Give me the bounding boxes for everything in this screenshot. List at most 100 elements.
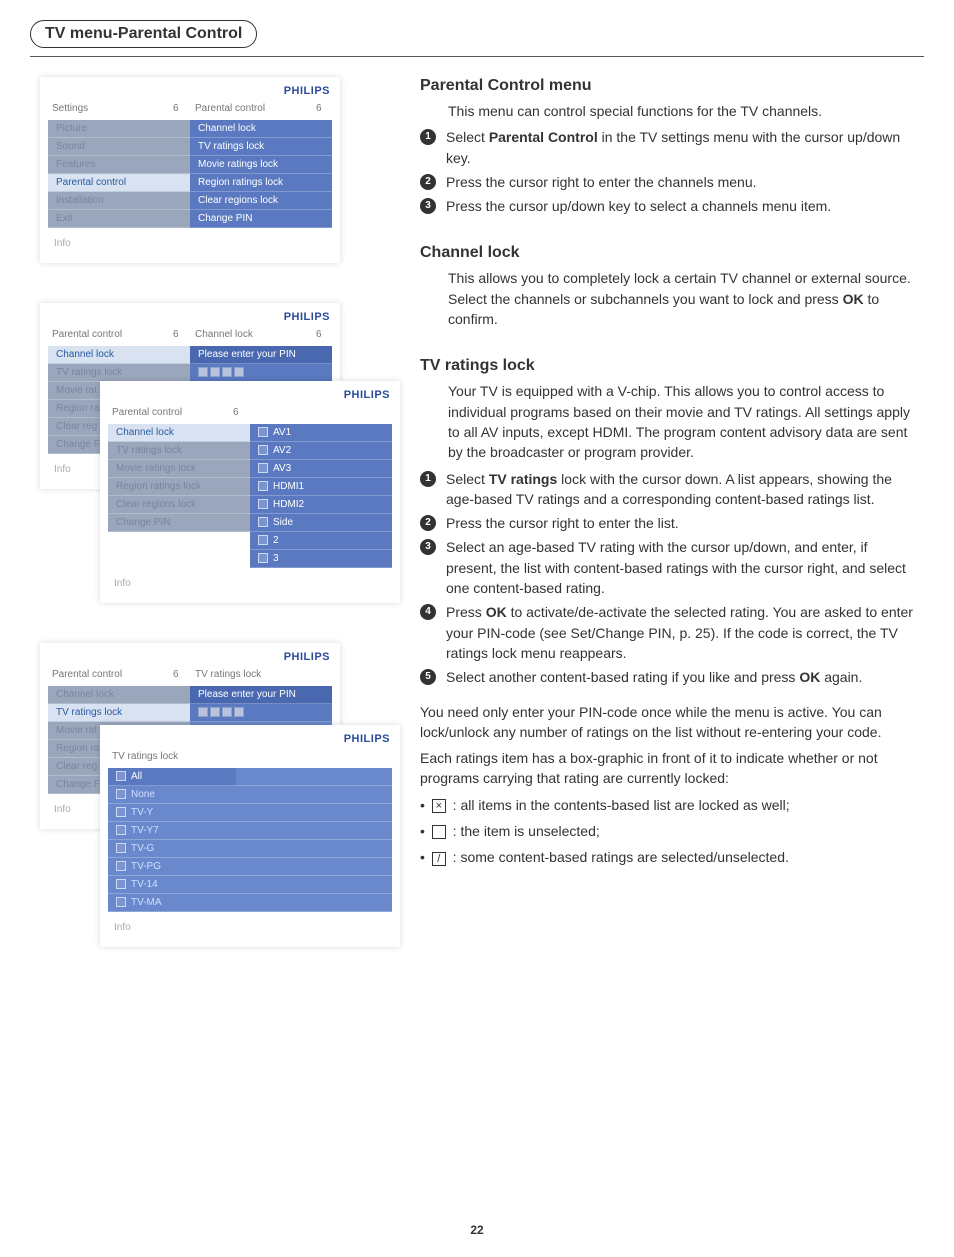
rating-item[interactable]: None [108, 786, 236, 804]
step-text: Select another content-based rating if y… [446, 667, 914, 687]
section-title: Parental Control menu [420, 77, 914, 95]
step-item: 4 Press OK to activate/de-activate the se… [420, 602, 914, 663]
info-label: Info [108, 912, 392, 933]
section-title: TV ratings lock [420, 357, 914, 375]
step-item: 1 Select Parental Control in the TV setti… [420, 127, 914, 168]
menu-item[interactable]: Channel lock [190, 120, 332, 138]
menu-item[interactable]: Side [250, 514, 392, 532]
step-item: 3 Select an age-based TV rating with the … [420, 537, 914, 598]
brand-logo: PHILIPS [48, 85, 332, 101]
step-item: 2 Press the cursor right to enter the lis… [420, 513, 914, 533]
step-number-icon: 4 [420, 604, 436, 620]
menu-item[interactable]: Picture [48, 120, 190, 138]
breadcrumb: Parental control6 Channel lock6 [48, 327, 332, 346]
step-item: 1 Select TV ratings lock with the cursor … [420, 469, 914, 510]
step-text: Select an age-based TV rating with the c… [446, 537, 914, 598]
rating-item[interactable]: TV-G [108, 840, 236, 858]
menu-item[interactable]: Movie ratings lock [190, 156, 332, 174]
section-title: Channel lock [420, 244, 914, 262]
breadcrumb: TV ratings lock [108, 749, 392, 768]
paragraph: Each ratings item has a box-graphic in f… [420, 748, 914, 789]
menu-item[interactable]: Sound [48, 138, 190, 156]
right-column: Parental Control menu This menu can cont… [420, 77, 924, 963]
checkbox-state-icon: × [432, 799, 446, 813]
section-body: This allows you to completely lock a cer… [448, 268, 914, 329]
menu-item[interactable]: Installation [48, 192, 190, 210]
step-number-icon: 5 [420, 669, 436, 685]
legend-item: • / : some content-based ratings are sel… [420, 847, 914, 867]
rating-item[interactable]: TV-14 [108, 876, 236, 894]
breadcrumb: Parental control6 TV ratings lock [48, 667, 332, 686]
step-text: Press the cursor right to enter the chan… [446, 172, 914, 192]
step-number-icon: 3 [420, 539, 436, 555]
menu-item[interactable]: 3 [250, 550, 392, 568]
menu-item[interactable]: Channel lock [108, 424, 250, 442]
step-item: 5 Select another content-based rating if … [420, 667, 914, 687]
checkbox-state-icon [432, 825, 446, 839]
menu-item[interactable]: TV ratings lock [190, 138, 332, 156]
pin-prompt: Please enter your PIN [190, 686, 332, 704]
step-item: 2 Press the cursor right to enter the cha… [420, 172, 914, 192]
step-number-icon: 1 [420, 471, 436, 487]
page-title: TV menu-Parental Control [30, 20, 257, 48]
menu-item[interactable]: AV3 [250, 460, 392, 478]
menu-item[interactable]: Region ratings lock [190, 174, 332, 192]
brand-logo: PHILIPS [108, 389, 392, 405]
menu-item[interactable]: TV ratings lock [48, 364, 190, 382]
rating-item[interactable]: All [108, 768, 236, 786]
steps-list: 1 Select TV ratings lock with the cursor … [420, 469, 914, 688]
step-text: Select TV ratings lock with the cursor d… [446, 469, 914, 510]
rating-item[interactable]: TV-Y7 [108, 822, 236, 840]
rating-item[interactable]: TV-MA [108, 894, 236, 912]
breadcrumb: Settings6 Parental control6 [48, 101, 332, 120]
menu-item[interactable]: HDMI1 [250, 478, 392, 496]
step-number-icon: 3 [420, 198, 436, 214]
brand-logo: PHILIPS [108, 733, 392, 749]
menu-item[interactable]: Channel lock [48, 346, 190, 364]
step-text: Press OK to activate/de-activate the sel… [446, 602, 914, 663]
menu-item[interactable]: Clear regions lock [108, 496, 250, 514]
step-item: 3Press the cursor up/down key to select … [420, 196, 914, 216]
legend-item: • : the item is unselected; [420, 821, 914, 841]
checkbox-state-icon: / [432, 852, 446, 866]
menu-item[interactable]: AV1 [250, 424, 392, 442]
info-label: Info [48, 228, 332, 249]
menu-item[interactable]: Parental control [48, 174, 190, 192]
brand-logo: PHILIPS [48, 651, 332, 667]
left-column: PHILIPS Settings6 Parental control6 Pict… [30, 77, 390, 963]
legend-item: • × : all items in the contents-based li… [420, 795, 914, 815]
step-number-icon: 2 [420, 174, 436, 190]
step-text: Press the cursor right to enter the list… [446, 513, 914, 533]
steps-list: 1 Select Parental Control in the TV setti… [420, 127, 914, 216]
panel-tvratings-b: PHILIPS TV ratings lock AllNoneTV-YTV-Y7… [100, 725, 400, 947]
menu-item[interactable]: TV ratings lock [48, 704, 190, 722]
pin-entry[interactable] [190, 704, 332, 722]
menu-item[interactable]: Clear regions lock [190, 192, 332, 210]
paragraph: You need only enter your PIN-code once w… [420, 702, 914, 743]
menu-item[interactable]: Change PIN [190, 210, 332, 228]
legend-list: • × : all items in the contents-based li… [420, 795, 914, 868]
menu-item[interactable]: Change PIN [108, 514, 250, 532]
info-label: Info [108, 568, 392, 589]
brand-logo: PHILIPS [48, 311, 332, 327]
pin-prompt: Please enter your PIN [190, 346, 332, 364]
rating-item[interactable]: TV-PG [108, 858, 236, 876]
section-body: Your TV is equipped with a V-chip. This … [448, 381, 914, 462]
menu-item[interactable]: Exit [48, 210, 190, 228]
menu-item[interactable]: Region ratings lock [108, 478, 250, 496]
menu-item[interactable]: AV2 [250, 442, 392, 460]
step-number-icon: 2 [420, 515, 436, 531]
breadcrumb: Parental control6 [108, 405, 392, 424]
menu-item[interactable]: 2 [250, 532, 392, 550]
rule [30, 56, 924, 57]
rating-item[interactable]: TV-Y [108, 804, 236, 822]
menu-item[interactable]: Channel lock [48, 686, 190, 704]
menu-item[interactable]: TV ratings lock [108, 442, 250, 460]
step-number-icon: 1 [420, 129, 436, 145]
menu-item[interactable]: Movie ratings lock [108, 460, 250, 478]
pin-entry[interactable] [190, 364, 332, 382]
menu-item[interactable]: HDMI2 [250, 496, 392, 514]
section-intro: This menu can control special functions … [448, 101, 914, 121]
menu-item[interactable]: Features [48, 156, 190, 174]
step-text: Select Parental Control in the TV settin… [446, 127, 914, 168]
